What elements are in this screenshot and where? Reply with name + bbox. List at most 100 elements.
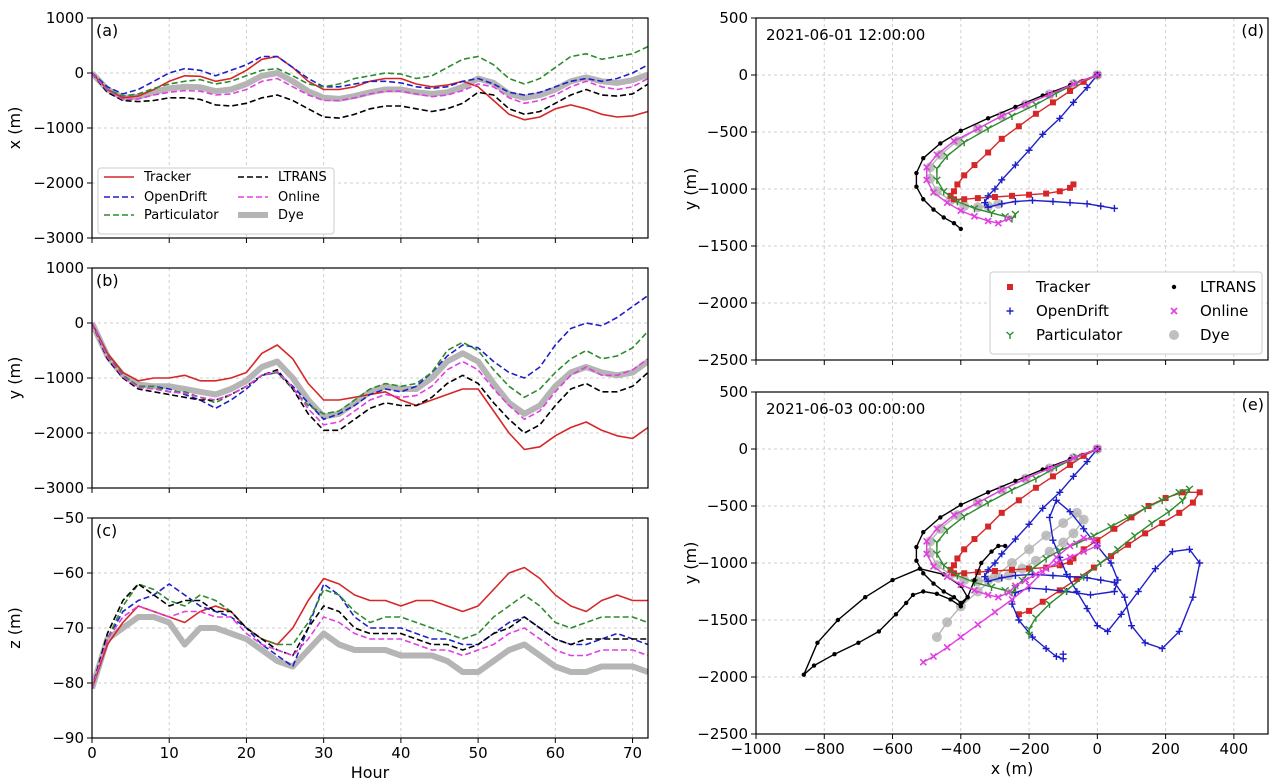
series-tracker-point [954, 181, 961, 188]
series-online-point [1052, 559, 1060, 567]
series-tracker-point [1080, 546, 1087, 553]
series-online-point [923, 537, 931, 545]
series-tracker-point [1189, 499, 1196, 506]
series-opendrift-point [1059, 650, 1067, 658]
series-particulator-point [1107, 522, 1115, 531]
series-opendrift-point [1042, 585, 1050, 593]
series-tracker-point [1176, 509, 1183, 516]
y-tick-label: −3000 [33, 479, 84, 497]
x-tick-label: 400 [1220, 740, 1249, 758]
y-axis-label: y (m) [5, 357, 24, 400]
y-tick-label: 500 [719, 383, 748, 401]
y-axis-label: y (m) [681, 168, 700, 211]
series-ltrans-point [1002, 543, 1008, 549]
series-tracker-point [1067, 87, 1074, 94]
series-dye-point [925, 536, 936, 547]
series-tracker-point [1043, 190, 1050, 197]
legend-marker-particulator [1006, 331, 1014, 339]
plot-area [801, 444, 1204, 677]
series-tracker-line [92, 566, 648, 689]
series-ltrans-point [941, 215, 946, 220]
series-particulator-point [1175, 488, 1184, 497]
series-ltrans-point [914, 544, 919, 550]
series-dye-point [931, 632, 942, 643]
series-opendrift-point [1093, 622, 1101, 630]
legend-label-tracker: Tracker [143, 170, 192, 185]
series-particulator-point [932, 550, 941, 558]
series-online-line [92, 72, 648, 105]
series-particulator-point [1113, 545, 1122, 554]
series-online-point [1011, 582, 1019, 590]
series-online-point [1025, 582, 1033, 590]
series-opendrift-point [1087, 591, 1095, 599]
series-opendrift-point [1028, 196, 1036, 204]
series-opendrift-point [991, 559, 999, 567]
x-tick-label: 40 [391, 744, 410, 762]
plot-area [92, 566, 648, 690]
series-dye-point [1003, 570, 1014, 581]
series-online-point [970, 586, 979, 594]
series-tracker-point [1056, 562, 1063, 569]
series-particulator-point [1178, 496, 1187, 505]
series-particulator-point [939, 561, 948, 570]
series-online-point [1008, 595, 1016, 604]
series-online-point [1039, 568, 1047, 576]
series-tracker-point [1179, 489, 1186, 496]
series-opendrift-point [998, 200, 1006, 208]
series-online-line [92, 322, 648, 426]
series-ltrans-point [811, 663, 817, 668]
series-dye-point [942, 617, 953, 628]
y-tick-label: −1000 [697, 554, 748, 572]
series-tracker-point [961, 570, 968, 577]
series-particulator-point [1165, 508, 1173, 516]
series-opendrift-point [1158, 645, 1166, 652]
x-tick-label: 0 [87, 744, 97, 762]
series-opendrift-point [1117, 610, 1125, 618]
series-ltrans-point [985, 116, 991, 121]
series-ltrans-point [801, 672, 806, 677]
series-tracker-point [1159, 520, 1166, 527]
y-tick-label: −2000 [697, 294, 748, 312]
series-opendrift-point [1015, 616, 1023, 624]
series-tracker-point [1107, 553, 1114, 560]
legend-marker-online [1170, 307, 1178, 315]
series-ltrans-point [815, 640, 820, 645]
x-axis-label: x (m) [991, 759, 1034, 778]
series-tracker-point [998, 135, 1005, 142]
series-ltrans-point [958, 226, 963, 232]
plot-area [914, 70, 1118, 232]
x-tick-label: 0 [1093, 740, 1103, 758]
series-ltrans-point [941, 589, 946, 594]
series-ltrans-point [931, 581, 936, 586]
series-opendrift-point [1104, 627, 1112, 635]
series-tracker-point [985, 149, 992, 156]
series-online-point [1005, 215, 1013, 223]
y-tick-label: −2000 [33, 424, 84, 442]
series-online-point [1066, 553, 1074, 561]
series-particulator-point [1045, 600, 1054, 609]
y-tick-label: −1500 [697, 237, 748, 255]
y-tick-label: 0 [738, 440, 748, 458]
series-online-point [943, 199, 951, 207]
y-tick-label: −70 [52, 619, 84, 637]
series-ltrans-point [965, 595, 970, 600]
series-opendrift-point [1141, 639, 1149, 647]
legend-marker-opendrift [1006, 307, 1014, 315]
series-tracker-point [1032, 110, 1039, 117]
series-dye-point [935, 523, 946, 534]
series-tracker-point [1090, 564, 1097, 571]
series-online-point [929, 652, 938, 661]
legend-label-tracker: Tracker [1035, 278, 1091, 296]
series-online-point [998, 112, 1006, 120]
x-tick-label: 10 [160, 744, 179, 762]
series-online-point [998, 486, 1006, 494]
series-ltrans-point [951, 221, 957, 226]
series-online-point [1080, 534, 1088, 542]
series-online-point [923, 176, 931, 184]
series-opendrift-point [1069, 98, 1077, 106]
series-tracker-point [985, 523, 992, 530]
series-particulator-point [1008, 486, 1016, 495]
series-particulator-point [932, 176, 941, 184]
y-tick-label: −1500 [697, 611, 748, 629]
panel-label: (d) [1241, 21, 1264, 40]
